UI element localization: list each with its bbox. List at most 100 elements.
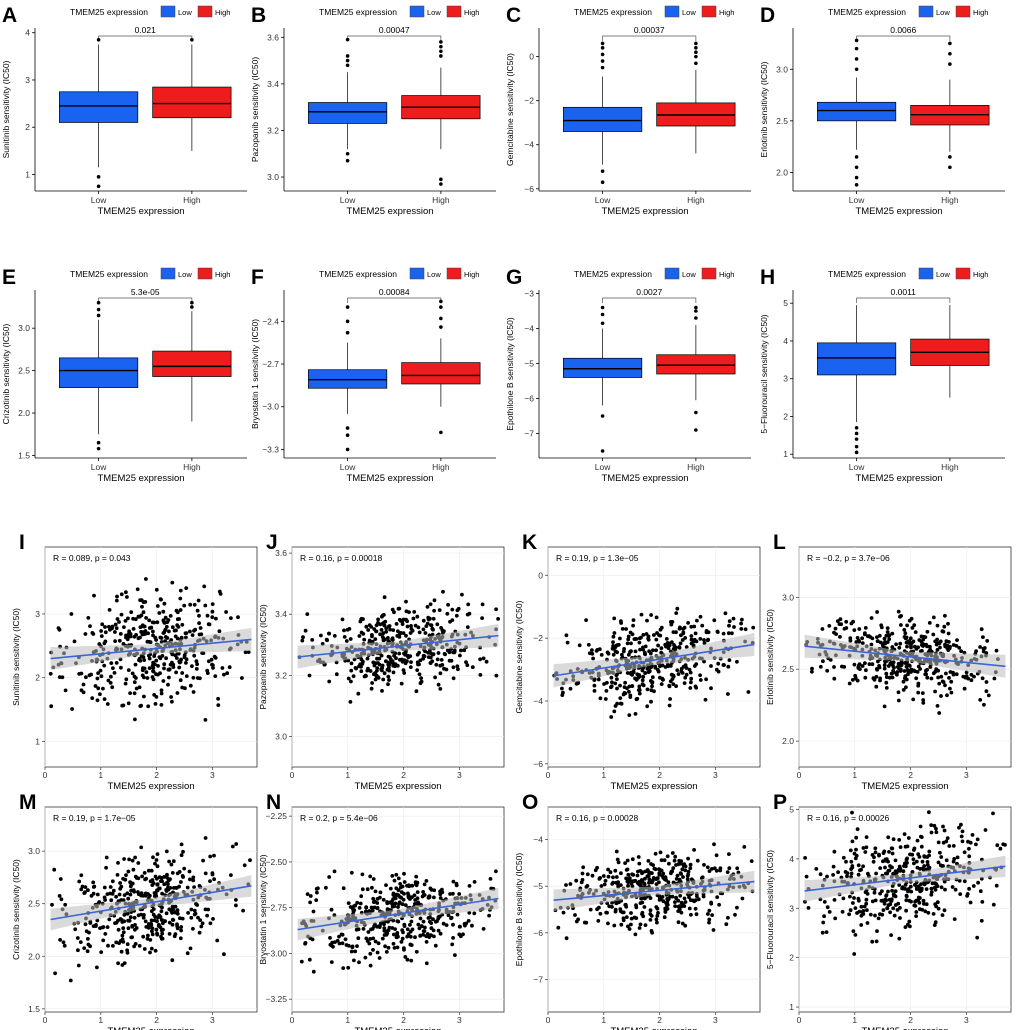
scatter-point: [109, 661, 114, 665]
scatter-point: [192, 885, 197, 889]
scatter-point: [727, 852, 731, 856]
scatter-point: [301, 635, 305, 640]
scatter-point: [152, 654, 157, 658]
scatter-point: [893, 869, 898, 874]
x-tick-label: 0: [797, 770, 802, 780]
scatter-point: [139, 845, 144, 850]
scatter-point: [103, 630, 108, 635]
scatter-point: [679, 859, 684, 863]
scatter-point: [707, 917, 712, 922]
y-axis-label: Bryostatin 1 sensitivity (IC50): [258, 854, 268, 964]
y-tick-label: 3.4: [267, 79, 279, 89]
scatter-point: [346, 676, 351, 681]
scatter-point: [842, 626, 847, 631]
scatter-point: [155, 620, 160, 625]
x-tick-label: 0: [43, 770, 48, 780]
scatter-point: [852, 662, 857, 667]
scatter-point: [344, 639, 349, 643]
scatter-point: [709, 900, 713, 905]
scatter-point: [654, 882, 659, 886]
scatter-point: [564, 883, 568, 887]
y-tick-label: 2: [783, 411, 788, 421]
scatter-point: [739, 621, 743, 626]
scatter-point: [995, 843, 1000, 848]
scatter-point: [638, 647, 642, 652]
scatter-point: [398, 631, 402, 636]
scatter-point: [388, 627, 392, 632]
scatter-point: [903, 844, 908, 849]
scatter-point: [418, 916, 423, 921]
legend-swatch-high: [197, 267, 213, 280]
scatter-point: [101, 686, 105, 691]
scatter-point: [340, 941, 345, 946]
scatter-point: [818, 664, 823, 669]
scatter-point: [138, 635, 142, 640]
scatter-point: [324, 885, 328, 890]
scatter-point: [166, 667, 171, 672]
scatter-point: [210, 609, 215, 614]
scatter-point: [683, 900, 688, 904]
scatter-point: [93, 684, 98, 688]
x-tick-label: 0: [43, 1015, 48, 1025]
scatter-point: [378, 632, 382, 637]
scatter-point: [704, 677, 708, 682]
scatter-point: [402, 671, 407, 675]
scatter-point: [619, 871, 623, 876]
scatter-point: [137, 944, 142, 948]
scatter-point: [131, 627, 136, 631]
outlier-point: [439, 177, 443, 182]
scatter-point: [887, 675, 892, 680]
scatter-point: [831, 864, 836, 869]
scatter-point: [947, 844, 952, 848]
trend-line: [804, 645, 1006, 668]
scatter-point: [400, 659, 405, 664]
y-tick-label: −4: [533, 835, 543, 845]
scatter-point: [715, 630, 720, 634]
scatter-point: [903, 864, 908, 869]
scatter-point: [862, 904, 867, 909]
scatter-point: [848, 848, 853, 853]
scatter-point: [403, 955, 408, 959]
scatter-point: [159, 688, 164, 693]
y-tick-label: −7: [524, 429, 534, 439]
scatter-point: [96, 671, 100, 675]
scatter-point: [175, 691, 180, 695]
scatter-point: [148, 950, 152, 955]
scatter-point: [857, 909, 862, 914]
scatter-point: [889, 899, 894, 903]
outlier-point: [854, 437, 859, 441]
scatter-point: [670, 894, 675, 899]
scatter-point: [907, 663, 912, 668]
scatter-point: [418, 658, 423, 663]
scatter-point: [108, 885, 113, 889]
scatter-point: [903, 925, 908, 929]
scatter-point: [441, 921, 446, 926]
scatter-point: [667, 861, 671, 866]
scatter-point: [172, 628, 177, 633]
scatter-point: [86, 616, 91, 620]
scatter-point: [625, 867, 630, 872]
scatter-point: [357, 960, 361, 965]
scatter-point: [954, 672, 959, 677]
scatter-point: [598, 876, 602, 880]
pvalue-bracket: [98, 297, 193, 303]
scatter-point: [597, 647, 602, 652]
scatter-point: [400, 928, 405, 932]
outlier-point: [96, 313, 101, 318]
scatter-point: [50, 902, 54, 907]
scatter-point: [611, 880, 615, 885]
scatter-point: [132, 889, 137, 894]
x-tick-label: 3: [457, 1015, 462, 1025]
scatter-point: [392, 878, 397, 883]
y-tick-label: 3.6: [275, 548, 287, 558]
scatter-point: [626, 884, 630, 888]
scatter-point: [618, 696, 623, 700]
scatter-point: [664, 901, 669, 905]
outlier-point: [694, 54, 698, 59]
scatter-point: [828, 658, 833, 662]
scatter-point: [369, 905, 374, 910]
y-tick-label: 3: [783, 374, 788, 384]
scatter-point: [604, 910, 609, 915]
scatter-point: [481, 927, 486, 931]
scatter-point: [928, 665, 933, 669]
